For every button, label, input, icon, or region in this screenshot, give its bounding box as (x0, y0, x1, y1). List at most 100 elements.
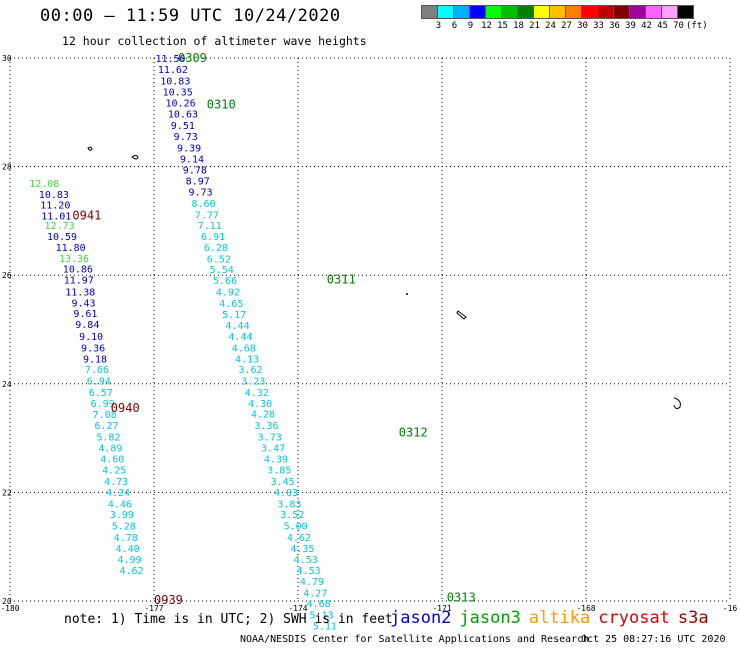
colorbar-label: 12 (481, 21, 492, 31)
data-label: 11.50 (155, 54, 185, 65)
colorbar-label: 6 (451, 21, 458, 31)
data-label: 4.65 (219, 299, 243, 310)
data-label: 3.99 (110, 510, 134, 521)
data-label: 11.38 (65, 287, 95, 298)
data-label: 4.27 (303, 588, 327, 599)
data-label: 3.47 (261, 443, 285, 454)
data-label: 6.57 (89, 388, 113, 399)
data-label: 4.79 (300, 577, 324, 588)
data-label: 10.86 (63, 265, 93, 276)
pass-time-label: 0940 (111, 401, 140, 415)
x-tick-label: -16 (723, 604, 738, 613)
data-label: 5.82 (96, 432, 120, 443)
island-dot (406, 293, 408, 295)
data-label: 9.14 (180, 154, 204, 165)
pass-time-label: 0310 (207, 98, 236, 112)
data-label: 8.60 (191, 199, 215, 210)
data-label: 3.36 (254, 421, 278, 432)
data-label: 4.89 (98, 443, 122, 454)
data-label: 3.85 (267, 466, 291, 477)
data-label: 4.35 (290, 544, 314, 555)
data-label: 13.36 (59, 254, 89, 265)
data-label: 7.77 (195, 210, 219, 221)
data-label: 10.59 (47, 232, 77, 243)
data-label: 4.73 (104, 477, 128, 488)
colorbar-label: 39 (625, 21, 636, 31)
data-label: 5.11 (313, 621, 337, 632)
data-label: 4.25 (102, 466, 126, 477)
pass-time-label: 0941 (72, 208, 101, 222)
data-label: 8.97 (186, 177, 210, 188)
data-label: 11.80 (56, 243, 86, 254)
colorbar-swatch (677, 5, 694, 19)
data-label: 9.43 (71, 298, 95, 309)
colorbar-label: (ft) (686, 21, 708, 31)
data-label: 4.53 (297, 566, 321, 577)
colorbar-label: 9 (467, 21, 474, 31)
credit-text: NOAA/NESDIS Center for Satellite Applica… (240, 634, 590, 645)
data-label: 3.52 (280, 510, 304, 521)
data-label: 3.45 (271, 477, 295, 488)
data-label: 9.39 (177, 144, 201, 155)
timestamp-text: Oct 25 08:27:16 UTC 2020 (581, 634, 726, 645)
colorbar-label: 70 (673, 21, 684, 31)
satellite-legend: jason2 jason3 altika cryosat s3a (390, 608, 717, 628)
footer-note: note: 1) Time is in UTC; 2) SWH is in fe… (64, 612, 393, 627)
data-label: 4.62 (287, 533, 311, 544)
colorbar-label: 15 (497, 21, 508, 31)
legend-item: jason2 (390, 608, 452, 628)
legend-item: altika (528, 608, 591, 628)
data-label: 9.78 (183, 165, 207, 176)
data-label: 3.62 (238, 365, 262, 376)
colorbar-label: 24 (545, 21, 556, 31)
data-label: 7.11 (198, 221, 222, 232)
data-label: 9.61 (73, 309, 97, 320)
colorbar (421, 5, 694, 19)
data-label: 4.30 (248, 399, 272, 410)
data-label: 4.40 (116, 544, 140, 555)
data-label: 11.20 (40, 201, 70, 212)
y-tick-label: 30 (2, 54, 12, 63)
data-label: 6.99 (91, 399, 115, 410)
data-label: 12.08 (29, 179, 59, 190)
pass-time-label: 0309 (178, 51, 207, 65)
data-label: 4.99 (118, 555, 142, 566)
data-label: 6.28 (204, 243, 228, 254)
colorbar-label: 27 (561, 21, 572, 31)
data-label: 10.63 (168, 109, 198, 120)
data-label: 4.44 (228, 332, 252, 343)
data-label: 5.28 (112, 522, 136, 533)
data-label: 7.08 (93, 410, 117, 421)
colorbar-label: 3 (435, 21, 442, 31)
data-label: 9.73 (174, 132, 198, 143)
data-label: 4.03 (274, 488, 298, 499)
pass-time-label: 0313 (447, 591, 476, 605)
data-label: 6.27 (94, 421, 118, 432)
data-label: 4.28 (251, 410, 275, 421)
data-label: 4.46 (108, 499, 132, 510)
data-label: 4.53 (294, 555, 318, 566)
data-label: 4.62 (119, 566, 143, 577)
data-label: 4.44 (226, 321, 250, 332)
x-tick-label: -174 (288, 604, 307, 613)
x-tick-label: -171 (432, 604, 451, 613)
data-label: 4.24 (106, 488, 130, 499)
x-tick-label: -177 (144, 604, 163, 613)
data-label: 6.52 (207, 254, 231, 265)
pass-time-label: 0939 (154, 593, 183, 607)
colorbar-label: 18 (513, 21, 524, 31)
y-tick-label: 20 (2, 597, 12, 606)
colorbar-label: 21 (529, 21, 540, 31)
colorbar-label: 30 (577, 21, 588, 31)
colorbar-label: 33 (593, 21, 604, 31)
data-label: 9.18 (83, 354, 107, 365)
x-tick-label: -180 (0, 604, 19, 613)
data-label: 5.17 (222, 310, 246, 321)
colorbar-label: 42 (641, 21, 652, 31)
chart-subtitle: 12 hour collection of altimeter wave hei… (62, 34, 367, 48)
data-label: 4.39 (264, 455, 288, 466)
data-label: 6.91 (201, 232, 225, 243)
data-label: 10.26 (166, 99, 196, 110)
chart-title: 00:00 – 11:59 UTC 10/24/2020 (40, 6, 341, 26)
